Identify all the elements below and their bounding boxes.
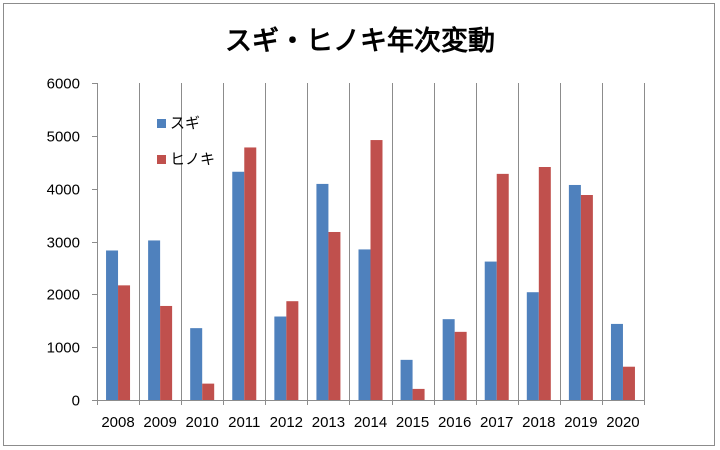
- x-tick-label: 2013: [312, 414, 345, 431]
- bar-sugi-2016: [442, 319, 455, 400]
- bar-hinoki-2016: [454, 331, 467, 400]
- bar-sugi-2020: [610, 323, 623, 400]
- bar-hinoki-2017: [496, 173, 509, 400]
- y-tick-label: 0: [72, 393, 80, 410]
- bar-sugi-2012: [274, 316, 287, 400]
- bar-sugi-2014: [358, 249, 371, 400]
- axes: [92, 83, 645, 405]
- bar-sugi-2011: [232, 171, 245, 400]
- bar-hinoki-2014: [370, 140, 383, 400]
- bar-hinoki-2012: [286, 301, 299, 400]
- x-tick-label: 2017: [480, 414, 513, 431]
- x-tick-label: 2020: [606, 414, 639, 431]
- bar-hinoki-2010: [202, 383, 215, 400]
- x-tick-label: 2009: [143, 414, 176, 431]
- x-tick-label: 2015: [396, 414, 429, 431]
- bar-sugi-2009: [148, 240, 161, 400]
- bars: [106, 140, 635, 400]
- bar-sugi-2015: [400, 359, 413, 400]
- x-tick-label: 2011: [228, 414, 260, 431]
- x-tick-label: 2012: [270, 414, 303, 431]
- bar-sugi-2013: [316, 183, 329, 400]
- bar-hinoki-2009: [160, 305, 173, 400]
- tick-labels: 0 1000 2000 3000 4000 5000 6000 2008 2009 2010 201…: [47, 76, 640, 432]
- bar-hinoki-2020: [622, 366, 635, 400]
- bar-hinoki-2018: [538, 167, 551, 400]
- bar-hinoki-2011: [244, 147, 257, 400]
- legend-label: スギ: [170, 114, 200, 132]
- bar-hinoki-2019: [580, 195, 593, 400]
- x-tick-label: 2010: [186, 414, 219, 431]
- bar-sugi-2010: [190, 328, 203, 400]
- bar-hinoki-2008: [118, 285, 131, 400]
- y-tick-label: 6000: [47, 76, 80, 93]
- bar-sugi-2017: [484, 261, 497, 400]
- y-tick-label: 2000: [47, 287, 80, 304]
- x-tick-label: 2014: [354, 414, 387, 431]
- x-tick-label: 2016: [438, 414, 471, 431]
- y-tick-label: 3000: [47, 235, 80, 252]
- y-tick-label: 5000: [47, 129, 80, 146]
- legend-swatch: [157, 155, 166, 164]
- bar-sugi-2008: [106, 250, 119, 400]
- x-tick-label: 2018: [522, 414, 555, 431]
- chart-title: スギ・ヒノキ年次変動: [225, 25, 495, 57]
- x-tick-label: 2019: [564, 414, 597, 431]
- bar-sugi-2018: [526, 292, 539, 400]
- legend-swatch: [157, 119, 166, 128]
- bar-sugi-2019: [568, 184, 581, 400]
- legend-label: ヒノキ: [170, 150, 215, 168]
- x-tick-label: 2008: [101, 414, 134, 431]
- bar-hinoki-2013: [328, 231, 341, 400]
- y-tick-label: 4000: [47, 182, 80, 199]
- y-tick-label: 1000: [47, 340, 80, 357]
- bar-hinoki-2015: [412, 388, 425, 400]
